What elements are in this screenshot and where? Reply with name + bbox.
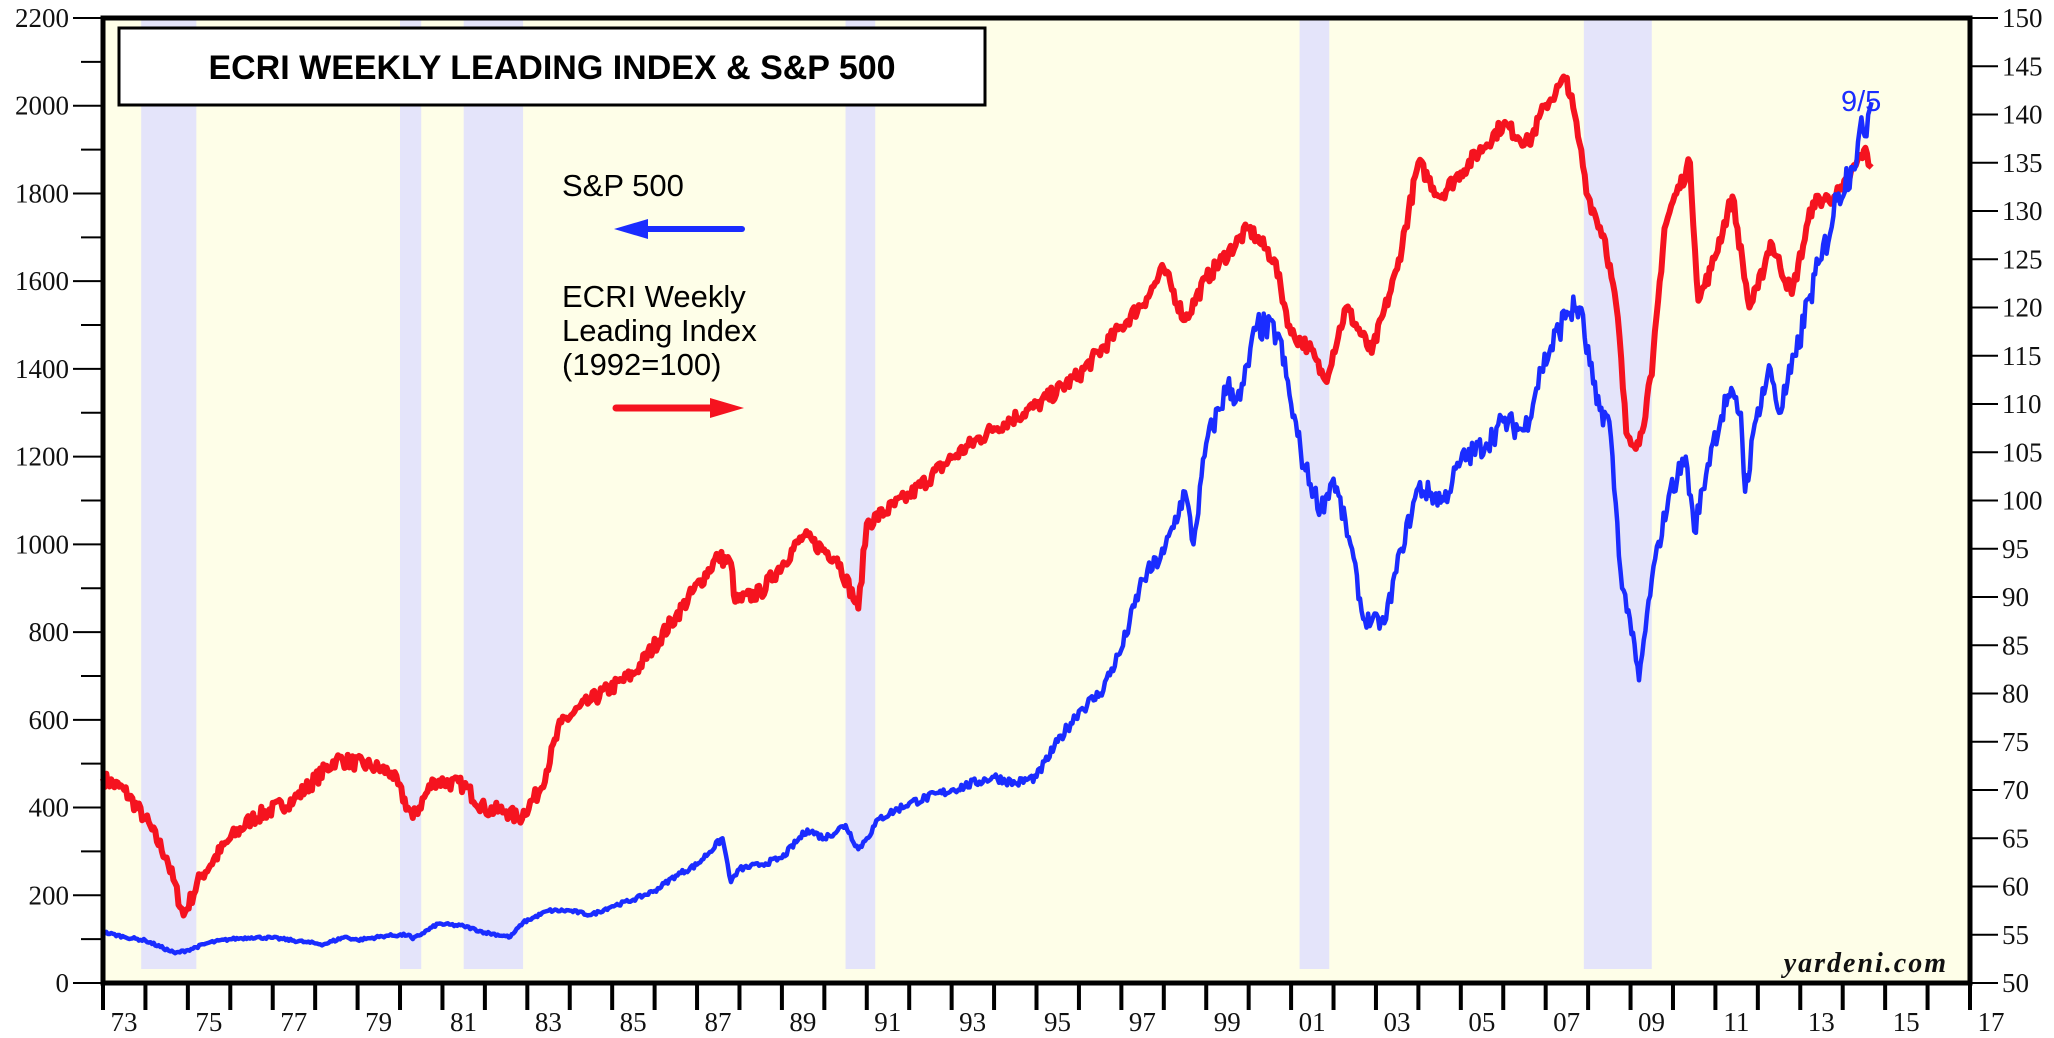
- left-axis-tick-label: 400: [29, 793, 70, 823]
- legend-ecri-label-line2: Leading Index: [562, 313, 757, 348]
- source-credit: yardeni.com: [1781, 948, 1948, 979]
- left-axis-tick-label: 1800: [15, 178, 69, 208]
- x-axis-tick-label: 87: [705, 1007, 732, 1037]
- left-axis-tick-label: 1200: [15, 442, 69, 472]
- legend-sp500-arrow-icon: [614, 219, 745, 239]
- x-axis-tick-label: 11: [1723, 1007, 1749, 1037]
- left-axis-tick-label: 1400: [15, 354, 69, 384]
- chart-title: ECRI WEEKLY LEADING INDEX & S&P 500: [208, 49, 895, 87]
- x-axis-tick-label: 03: [1383, 1007, 1410, 1037]
- legend-ecri-arrow-icon: [612, 398, 744, 418]
- x-axis-tick-label: 89: [789, 1007, 816, 1037]
- left-axis-tick-label: 200: [29, 880, 70, 910]
- right-axis-tick-label: 105: [2002, 437, 2043, 467]
- recession-band: [141, 20, 197, 969]
- legend: S&P 500 ECRI Weekly Leading Index (1992=…: [562, 168, 757, 418]
- legend-sp500-label: S&P 500: [562, 168, 684, 203]
- right-axis-tick-label: 50: [2002, 968, 2029, 998]
- right-axis-tick-label: 95: [2002, 534, 2029, 564]
- left-axis-tick-label: 2000: [15, 91, 69, 121]
- x-axis-tick-label: 85: [620, 1007, 647, 1037]
- right-axis-tick-label: 60: [2002, 872, 2029, 902]
- right-axis-tick-label: 70: [2002, 775, 2029, 805]
- left-axis-tick-label: 1600: [15, 266, 69, 296]
- recession-bands: [141, 20, 1652, 969]
- series-layer: [100, 73, 1874, 956]
- right-axis-tick-label: 145: [2002, 51, 2043, 81]
- right-axis-tick-label: 55: [2002, 920, 2029, 950]
- x-axis-tick-label: 81: [450, 1007, 477, 1037]
- right-axis-tick-label: 110: [2002, 389, 2042, 419]
- recession-band: [400, 20, 422, 969]
- x-axis-tick-label: 83: [535, 1007, 562, 1037]
- left-axis: 0 200 400 600 800 1000 1200 1400 1600 1800 2000 220…: [15, 3, 103, 998]
- right-axis-tick-label: 65: [2002, 823, 2029, 853]
- x-axis: 73 75 77 79 81 83 85 87 89 91 93 95 97 99 01 03 05 07 09 11…: [101, 983, 2005, 1037]
- x-axis-tick-label: 73: [111, 1007, 138, 1037]
- x-axis-tick-label: 05: [1468, 1007, 1495, 1037]
- right-axis-tick-label: 75: [2002, 727, 2029, 757]
- right-axis-tick-label: 85: [2002, 630, 2029, 660]
- recession-band: [463, 20, 524, 969]
- right-axis-tick-label: 130: [2002, 196, 2043, 226]
- x-axis-tick-label: 95: [1044, 1007, 1071, 1037]
- x-axis-tick-label: 01: [1299, 1007, 1326, 1037]
- right-axis-tick-label: 120: [2002, 293, 2043, 323]
- legend-ecri-label-line3: (1992=100): [562, 347, 721, 382]
- x-axis-tick-label: 07: [1553, 1007, 1580, 1037]
- recession-band: [1583, 20, 1652, 969]
- x-axis-tick-label: 91: [874, 1007, 901, 1037]
- sp500-end-date-label: 9/5: [1841, 86, 1881, 118]
- right-axis-tick-label: 100: [2002, 486, 2043, 516]
- ecri-series-line: [100, 73, 1874, 919]
- right-axis-tick-label: 150: [2002, 3, 2043, 33]
- x-axis-tick-label: 79: [365, 1007, 392, 1037]
- x-axis-tick-label: 75: [195, 1007, 222, 1037]
- left-axis-tick-label: 0: [56, 968, 70, 998]
- right-axis-tick-label: 125: [2002, 244, 2043, 274]
- right-axis-tick-label: 115: [2002, 341, 2042, 371]
- left-axis-tick-label: 2200: [15, 3, 69, 33]
- right-axis-tick-label: 80: [2002, 679, 2029, 709]
- left-axis-tick-label: 800: [29, 617, 70, 647]
- x-axis-tick-label: 15: [1893, 1007, 1920, 1037]
- x-axis-tick-label: 93: [959, 1007, 986, 1037]
- x-axis-tick-label: 99: [1214, 1007, 1241, 1037]
- left-axis-tick-label: 1000: [15, 529, 69, 559]
- x-axis-tick-label: 17: [1978, 1007, 2005, 1037]
- right-axis-tick-label: 90: [2002, 582, 2029, 612]
- legend-ecri-label-line1: ECRI Weekly: [562, 279, 746, 314]
- right-axis: 50 55 60 65 70 75 80 85 90 95 100 105 110 115 120 125 13…: [1970, 3, 2043, 998]
- x-axis-tick-label: 97: [1129, 1007, 1156, 1037]
- x-axis-tick-label: 77: [280, 1007, 307, 1037]
- x-axis-tick-label: 13: [1808, 1007, 1835, 1037]
- recession-band: [845, 20, 876, 969]
- title-box: ECRI WEEKLY LEADING INDEX & S&P 500: [117, 26, 987, 107]
- right-axis-tick-label: 140: [2002, 100, 2043, 130]
- right-axis-tick-label: 135: [2002, 148, 2043, 178]
- x-axis-tick-label: 09: [1638, 1007, 1665, 1037]
- left-axis-tick-label: 600: [29, 705, 70, 735]
- sp500-series-line: [101, 101, 1874, 956]
